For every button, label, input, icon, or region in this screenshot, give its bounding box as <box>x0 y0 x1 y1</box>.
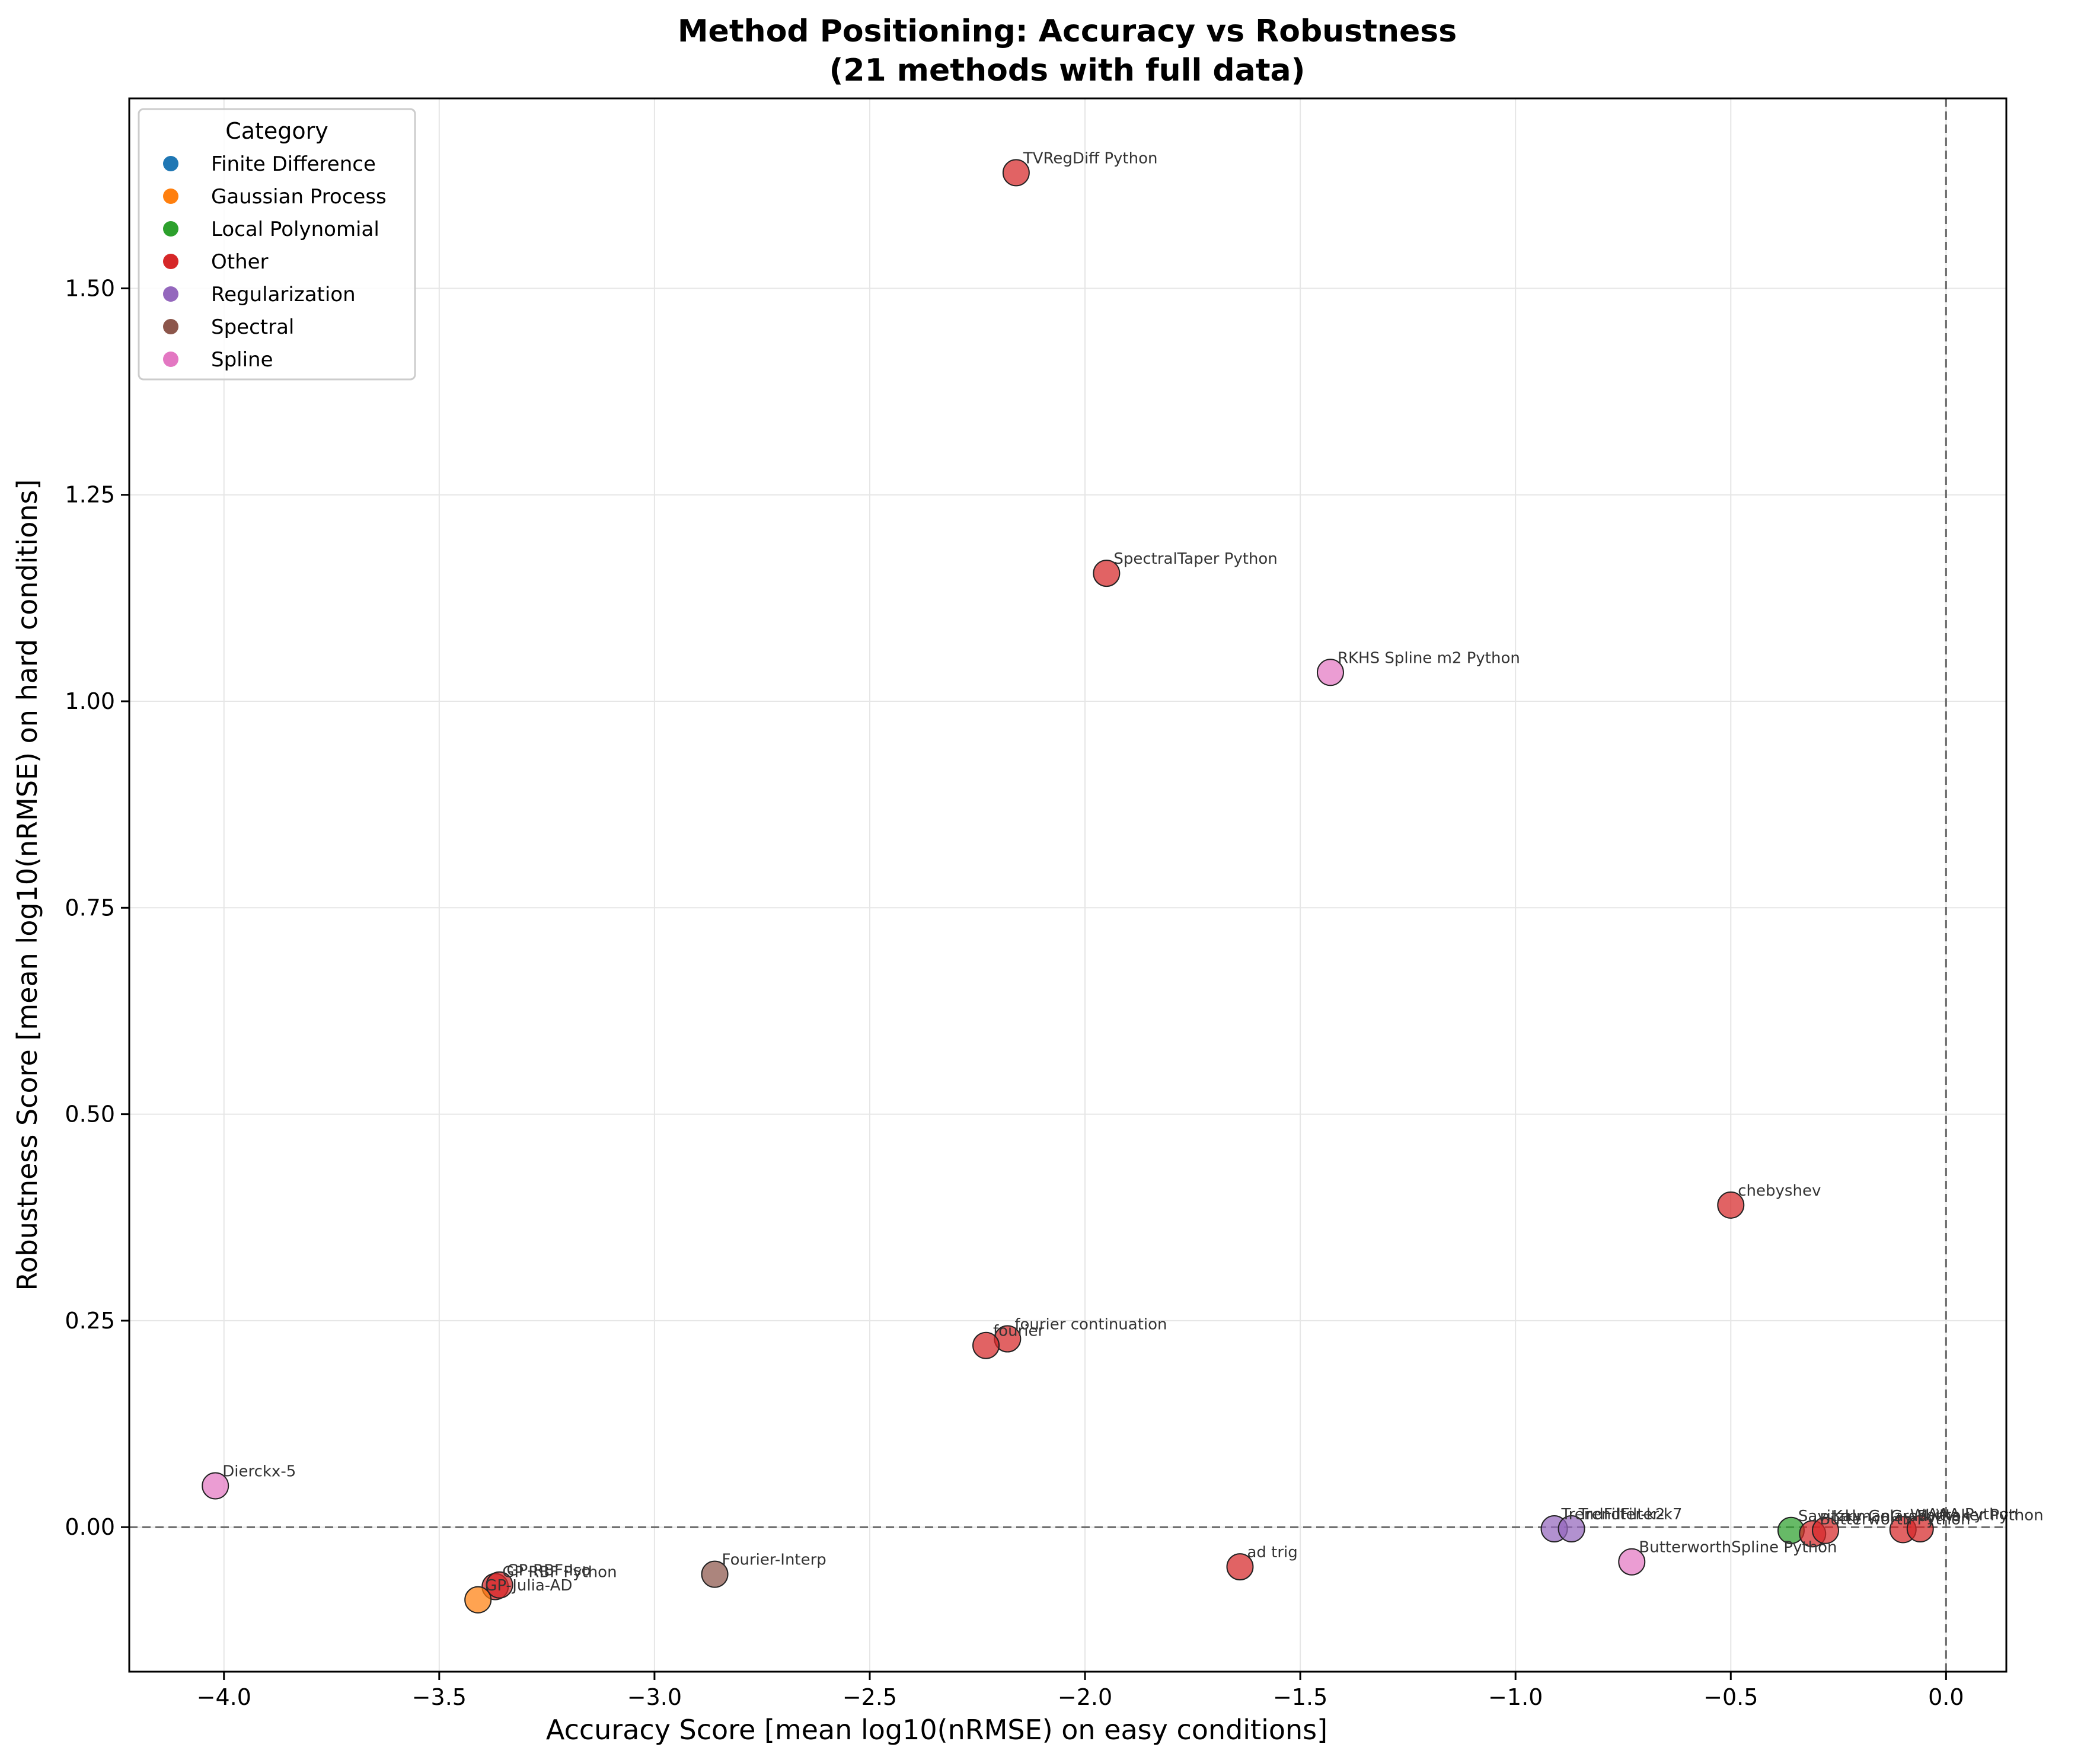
y-tick-label: 0.00 <box>65 1514 115 1540</box>
point-label: chebyshev <box>1738 1182 1821 1200</box>
point-label: ButterworthSpline Python <box>1639 1539 1837 1557</box>
data-point <box>1618 1548 1646 1576</box>
x-tick-label: −2.5 <box>842 1684 897 1710</box>
legend-label: Regularization <box>211 283 356 306</box>
y-tick-label: 0.75 <box>65 895 115 921</box>
legend-label: Local Polynomial <box>211 218 379 241</box>
legend-title: Category <box>225 118 328 144</box>
data-point <box>1812 1516 1840 1544</box>
point-label: GP RBF Python <box>502 1564 617 1582</box>
data-point <box>464 1586 492 1614</box>
legend-label: Finite Difference <box>211 152 376 176</box>
y-tick-label: 0.50 <box>65 1101 115 1127</box>
data-point <box>972 1331 1000 1359</box>
point-label: AAA Python <box>1927 1506 2018 1523</box>
y-tick-label: 1.50 <box>65 275 115 301</box>
point-label: Fourier-Interp <box>722 1551 826 1569</box>
point-label: GP-RBF-Iso <box>506 1562 591 1580</box>
point-label: fourier continuation <box>1014 1316 1167 1334</box>
legend-label: Spline <box>211 348 273 372</box>
data-point <box>1717 1191 1745 1219</box>
y-tick-label: 1.25 <box>65 482 115 508</box>
legend-marker <box>163 319 178 334</box>
y-axis-label: Robustness Score [mean log10(nRMSE) on h… <box>11 480 43 1291</box>
data-point <box>1093 560 1121 587</box>
point-label: Dierckx-5 <box>222 1463 296 1481</box>
chart-subtitle: (21 methods with full data) <box>829 53 1306 88</box>
x-tick-label: −3.0 <box>627 1684 682 1710</box>
plot-area: TVRegDiff Python SpectralTaper Python RKHS… <box>128 97 2044 1673</box>
chart-title: Method Positioning: Accuracy vs Robustne… <box>678 14 1457 49</box>
x-axis-label: Accuracy Score [mean log10(nRMSE) on eas… <box>546 1714 1327 1746</box>
point-label: fourier <box>993 1323 1044 1340</box>
data-point <box>1558 1515 1585 1542</box>
x-tick-label: −1.5 <box>1273 1684 1327 1710</box>
y-axis: 0.00 0.25 0.50 0.75 1.00 1.25 1.50 <box>65 275 129 1540</box>
x-tick-label: −0.5 <box>1703 1684 1758 1710</box>
data-point <box>701 1560 729 1588</box>
point-labels: TVRegDiff Python SpectralTaper Python RKHS… <box>222 149 2043 1594</box>
x-axis: −4.0 −3.5 −3.0 −2.5 −2.0 −1.5 −1.0 −0.5 0.0 <box>197 1672 1964 1710</box>
plot-background <box>129 98 2006 1672</box>
point-label: Butterworth Python <box>1820 1510 1970 1528</box>
y-tick-label: 1.00 <box>65 688 115 714</box>
point-label: TVRegDiff Python <box>1023 149 1158 167</box>
data-point <box>1226 1553 1254 1581</box>
data-point <box>202 1472 229 1500</box>
point-label: TrendFilter-k2 <box>1561 1506 1665 1523</box>
data-point <box>1906 1515 1934 1542</box>
y-tick-label: 0.25 <box>65 1308 115 1334</box>
point-label: Whittaker Python <box>1910 1506 2044 1524</box>
point-label: ad trig <box>1247 1544 1297 1561</box>
x-tick-label: −4.0 <box>197 1684 251 1710</box>
legend-entries: Finite Difference Gaussian Process Local P… <box>163 152 387 372</box>
point-label: Savitzky-Golay Python <box>1798 1507 1971 1525</box>
x-tick-label: −2.0 <box>1058 1684 1112 1710</box>
point-label: GP-Julia-AD <box>485 1577 572 1595</box>
data-point <box>1316 659 1344 686</box>
legend-label: Other <box>211 250 269 274</box>
x-tick-label: 0.0 <box>1928 1684 1964 1710</box>
legend-marker <box>163 286 178 302</box>
legend-marker <box>163 254 178 269</box>
data-point <box>486 1571 513 1599</box>
x-tick-label: −3.5 <box>412 1684 467 1710</box>
legend: Category Finite Difference Gaussian Proce… <box>138 108 416 381</box>
x-tick-label: −1.0 <box>1488 1684 1543 1710</box>
data-points <box>202 159 1934 1614</box>
legend-label: Gaussian Process <box>211 185 387 209</box>
point-label: RKHS Spline m2 Python <box>1338 649 1520 667</box>
legend-marker <box>163 221 178 237</box>
legend-frame <box>138 108 416 381</box>
reference-lines <box>129 98 2006 1672</box>
plot-frame <box>128 97 2008 1673</box>
legend-marker <box>163 189 178 204</box>
point-label: SpectralTaper Python <box>1113 550 1277 568</box>
legend-label: Spectral <box>211 315 294 339</box>
legend-marker <box>163 156 178 171</box>
grid-lines <box>129 98 2006 1672</box>
legend-marker <box>163 352 178 367</box>
data-point <box>1002 159 1030 187</box>
point-label: KalmanGrad <box>1833 1507 1928 1525</box>
point-label: TrendFilter-k7 <box>1578 1506 1683 1523</box>
